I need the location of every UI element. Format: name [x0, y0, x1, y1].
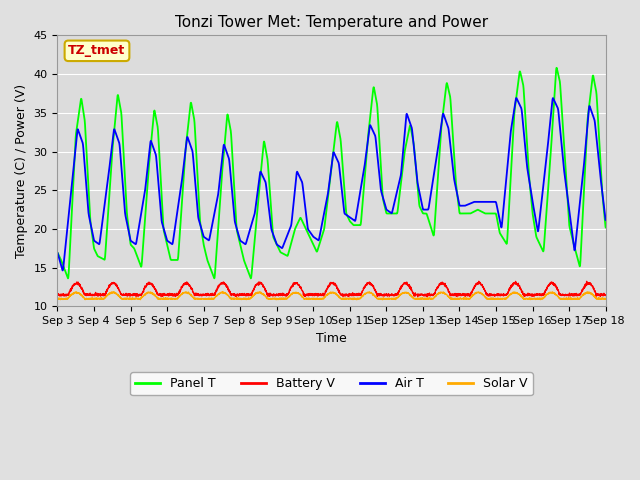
Air T	[59, 267, 67, 273]
Air T	[602, 217, 609, 223]
Air T	[532, 219, 540, 225]
X-axis label: Time: Time	[316, 332, 347, 345]
Battery V	[475, 278, 483, 284]
Battery V	[424, 294, 431, 300]
Solar V	[54, 297, 61, 302]
Solar V	[264, 296, 271, 301]
Solar V	[116, 295, 124, 300]
Line: Battery V: Battery V	[58, 281, 605, 297]
Panel T	[591, 84, 599, 89]
Solar V	[287, 291, 295, 297]
Panel T	[64, 276, 72, 281]
Panel T	[288, 239, 296, 244]
Panel T	[116, 103, 124, 109]
Battery V	[148, 283, 156, 288]
Air T	[116, 148, 124, 154]
Battery V	[116, 288, 124, 294]
Battery V	[591, 289, 599, 295]
Air T	[513, 95, 520, 101]
Panel T	[532, 232, 540, 238]
Air T	[591, 123, 599, 129]
Air T	[288, 219, 296, 225]
Panel T	[264, 160, 271, 166]
Line: Air T: Air T	[58, 98, 605, 270]
Line: Panel T: Panel T	[58, 68, 605, 278]
Air T	[54, 250, 61, 256]
Panel T	[553, 65, 561, 71]
Solar V	[148, 290, 156, 296]
Battery V	[532, 291, 540, 297]
Legend: Panel T, Battery V, Air T, Solar V: Panel T, Battery V, Air T, Solar V	[130, 372, 533, 396]
Battery V	[602, 292, 609, 298]
Panel T	[602, 225, 609, 230]
Title: Tonzi Tower Met: Temperature and Power: Tonzi Tower Met: Temperature and Power	[175, 15, 488, 30]
Y-axis label: Temperature (C) / Power (V): Temperature (C) / Power (V)	[15, 84, 28, 258]
Text: TZ_tmet: TZ_tmet	[68, 44, 125, 57]
Line: Solar V: Solar V	[58, 292, 605, 300]
Panel T	[54, 250, 61, 255]
Solar V	[379, 297, 387, 302]
Solar V	[602, 296, 609, 302]
Panel T	[149, 123, 157, 129]
Solar V	[532, 296, 540, 301]
Solar V	[440, 289, 447, 295]
Battery V	[287, 284, 295, 290]
Air T	[149, 143, 157, 148]
Battery V	[54, 292, 61, 298]
Battery V	[264, 292, 271, 298]
Solar V	[591, 294, 599, 300]
Air T	[264, 197, 271, 203]
